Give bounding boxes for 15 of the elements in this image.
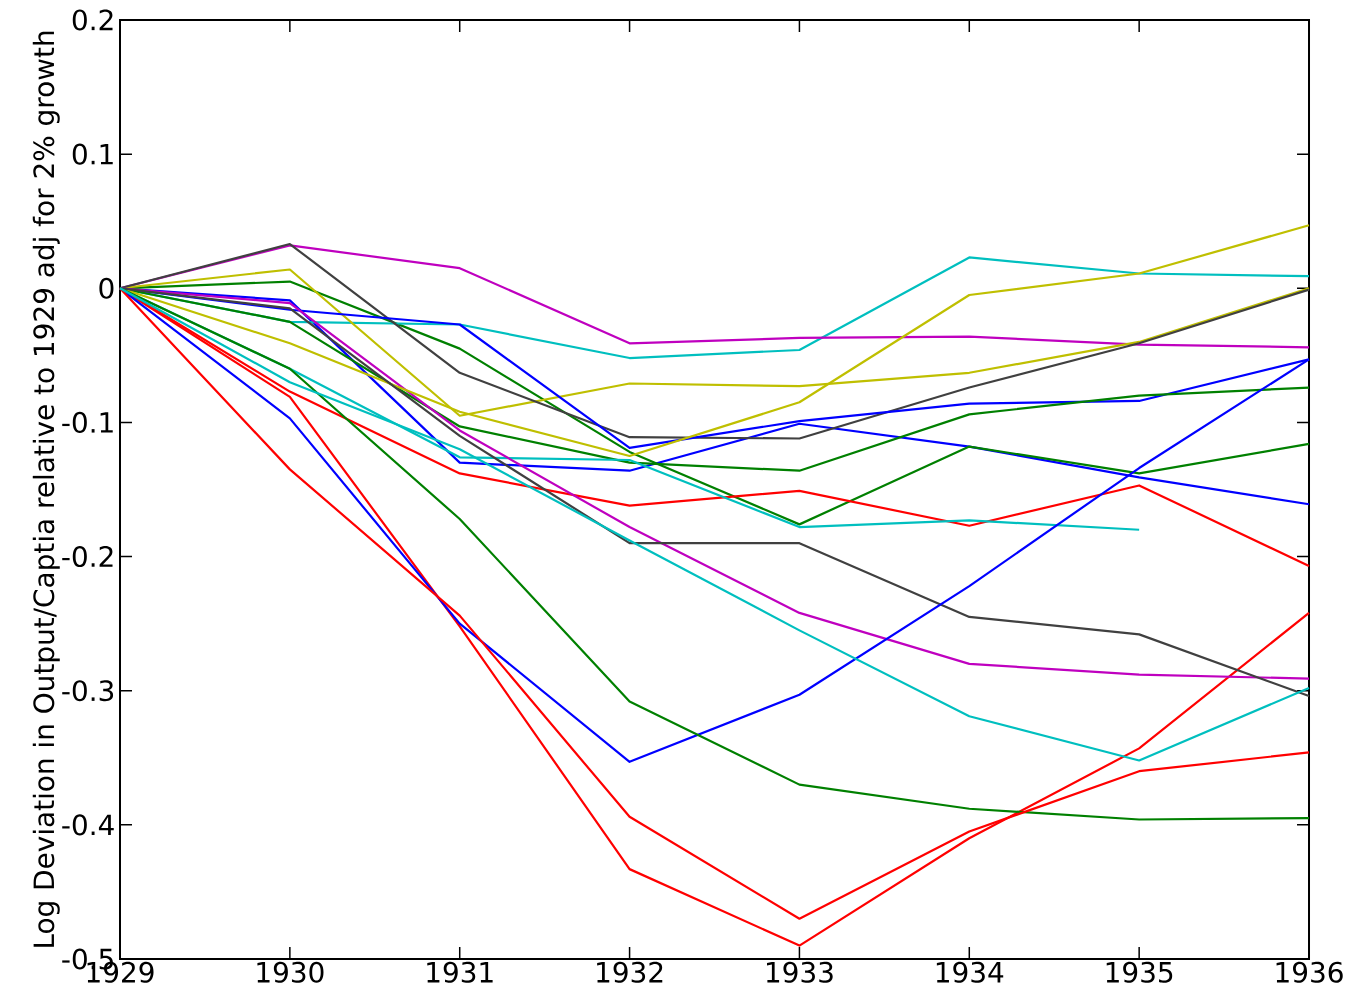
y-tick-label: 0	[99, 277, 114, 299]
x-tick-label: 1935	[1106, 961, 1173, 983]
x-tick-label: 1934	[936, 961, 1004, 983]
y-tick-label: 0.2	[72, 9, 113, 31]
y-tick-label: -0.1	[62, 411, 113, 433]
y-tick-label: 0.1	[72, 143, 113, 165]
y-axis-title: Log Deviation in Output/Captia relative to 1929 adj for 2% growth	[32, 31, 60, 947]
y-tick-label: -0.3	[62, 680, 114, 702]
x-tick-label: 1931	[427, 961, 493, 983]
x-tick-label: 1936	[1276, 961, 1343, 983]
x-tick-label: 1930	[257, 961, 324, 983]
x-tick-label: 1933	[767, 961, 833, 983]
y-tick-label: -0.4	[62, 814, 114, 836]
x-tick-label: 1932	[597, 961, 663, 983]
y-tick-label: -0.2	[62, 546, 113, 568]
